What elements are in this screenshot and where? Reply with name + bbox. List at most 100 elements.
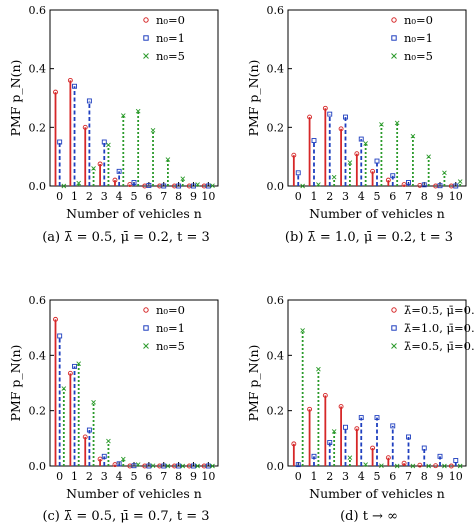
legend-marker-x xyxy=(143,53,149,59)
x-tick-label: 3 xyxy=(342,470,349,483)
x-tick-label: 2 xyxy=(326,190,333,203)
data-point-square xyxy=(327,111,333,117)
data-point-square xyxy=(374,415,380,421)
data-point-x xyxy=(300,328,305,333)
data-point-square xyxy=(176,183,182,189)
data-point-square xyxy=(116,461,122,467)
data-point-square xyxy=(57,139,63,145)
legend-marker-square xyxy=(391,35,397,41)
data-point-circle xyxy=(385,455,391,461)
legend-marker-square xyxy=(391,325,397,331)
data-point-circle xyxy=(338,126,344,132)
data-point-square xyxy=(358,136,364,142)
x-tick-label: 9 xyxy=(437,190,444,203)
data-point-x xyxy=(379,122,384,127)
panel-caption: (b) λ̄ = 1.0, μ̄ = 0.2, t = 3 xyxy=(285,230,453,245)
x-tick-label: 7 xyxy=(405,190,412,203)
data-point-square xyxy=(421,182,427,188)
x-tick-label: 8 xyxy=(175,470,182,483)
data-point-circle xyxy=(354,426,360,432)
legend-marker-x xyxy=(391,53,397,59)
y-axis-label: PMF p_N(n) xyxy=(8,60,23,137)
data-point-square xyxy=(406,434,411,440)
x-tick-label: 6 xyxy=(145,470,152,483)
y-tick-label: 0.6 xyxy=(29,4,47,17)
data-point-x xyxy=(91,400,96,405)
legend-marker-x xyxy=(391,343,397,349)
data-point-x xyxy=(316,366,321,372)
legend-label: λ̄=1.0, μ̄=0.2 xyxy=(404,321,474,335)
x-tick-label: 5 xyxy=(131,470,138,483)
y-tick-label: 0.0 xyxy=(267,180,285,193)
data-point-square xyxy=(131,463,137,469)
y-tick-label: 0.6 xyxy=(29,294,47,307)
panel-caption: (c) λ̄ = 0.5, μ̄ = 0.7, t = 3 xyxy=(42,509,209,524)
data-point-circle xyxy=(291,152,297,158)
data-point-x xyxy=(120,456,126,462)
legend-marker-square xyxy=(143,35,149,41)
legend-marker-square xyxy=(143,325,149,331)
data-point-x xyxy=(210,463,215,469)
legend-label: λ̄=0.5, μ̄=0.7 xyxy=(404,339,474,353)
data-point-x xyxy=(76,180,82,186)
data-point-circle xyxy=(322,393,328,398)
y-tick-label: 0.2 xyxy=(267,405,285,418)
data-point-circle xyxy=(307,406,313,412)
x-tick-label: 5 xyxy=(131,190,138,203)
legend-label: n₀=0 xyxy=(156,303,185,317)
data-point-x xyxy=(363,462,368,467)
legend-label: n₀=0 xyxy=(156,13,185,27)
data-point-square xyxy=(101,453,107,459)
data-point-square xyxy=(311,453,317,459)
y-tick-label: 0.4 xyxy=(267,349,285,362)
data-point-circle xyxy=(67,77,73,83)
data-point-circle xyxy=(53,89,58,95)
data-point-circle xyxy=(82,434,88,440)
y-tick-label: 0.2 xyxy=(267,121,285,134)
data-point-x xyxy=(61,386,67,391)
data-point-circle xyxy=(97,456,103,462)
chart-panel-b: 0.0 0.2 0.4 0.6 0 1 2 3 4 5 6 7 8 9 10 n₀=0 n₀=1 n₀=5 Numb… xyxy=(246,4,467,245)
data-point-x xyxy=(180,176,186,181)
x-tick-label: 9 xyxy=(190,470,197,483)
x-tick-label: 2 xyxy=(86,190,93,203)
data-point-x xyxy=(379,463,384,469)
data-point-x xyxy=(165,157,171,162)
x-tick-label: 1 xyxy=(71,190,78,203)
data-point-x xyxy=(195,463,200,469)
data-point-x xyxy=(135,108,141,114)
x-tick-label: 6 xyxy=(389,470,396,483)
x-tick-label: 3 xyxy=(101,190,108,203)
plot-frame xyxy=(49,299,219,467)
data-point-x xyxy=(363,141,368,146)
legend-marker-circle xyxy=(143,307,149,313)
data-point-circle xyxy=(53,316,58,322)
data-point-circle xyxy=(82,124,88,130)
data-point-square xyxy=(295,462,301,468)
data-point-square xyxy=(86,98,92,104)
x-axis-label: Number of vehicles n xyxy=(309,206,445,221)
legend-marker-circle xyxy=(391,307,397,313)
data-point-square xyxy=(437,183,443,189)
data-point-square xyxy=(191,183,196,189)
data-point-square xyxy=(374,158,380,164)
data-point-x xyxy=(410,133,416,139)
data-point-circle xyxy=(338,404,344,409)
x-tick-label: 9 xyxy=(437,470,444,483)
data-point-circle xyxy=(322,105,328,111)
data-point-x xyxy=(442,170,447,176)
data-point-x xyxy=(165,463,171,469)
data-point-square xyxy=(72,363,77,369)
data-point-square xyxy=(327,440,333,445)
data-point-x xyxy=(316,182,321,187)
x-tick-label: 6 xyxy=(145,190,152,203)
x-tick-label: 4 xyxy=(116,190,123,203)
x-tick-label: 4 xyxy=(358,190,365,203)
data-point-circle xyxy=(385,177,391,183)
y-axis-label: PMF p_N(n) xyxy=(246,345,261,422)
data-point-circle xyxy=(448,463,454,469)
y-axis-label: PMF p_N(n) xyxy=(246,60,261,137)
data-point-square xyxy=(146,182,152,188)
data-point-x xyxy=(457,179,463,184)
